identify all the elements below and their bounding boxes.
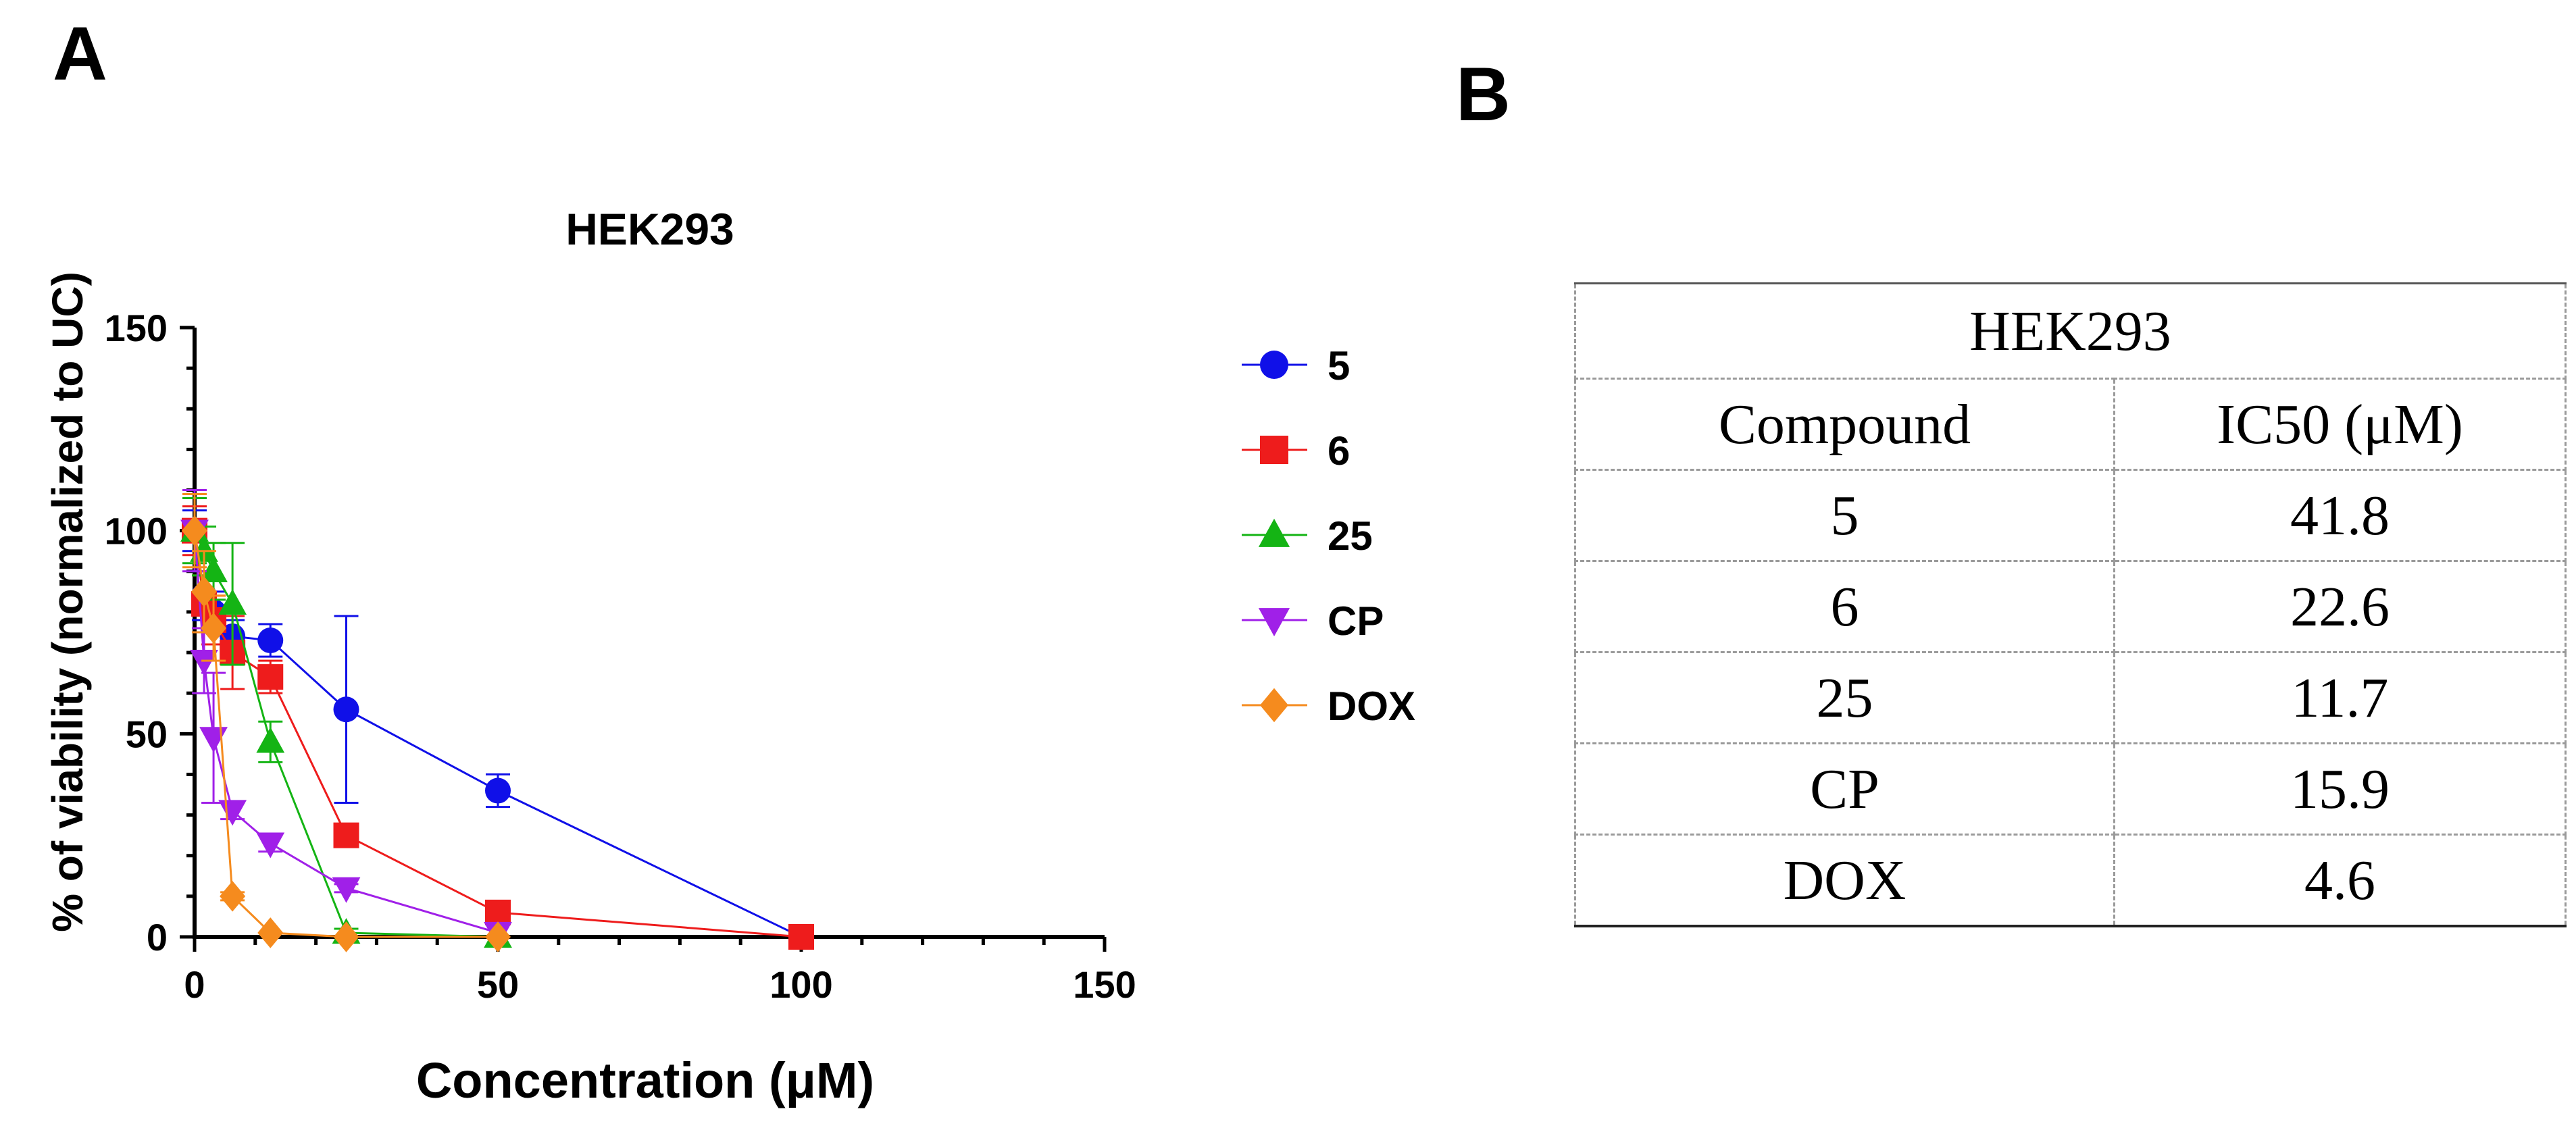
series-5-point: [257, 628, 284, 654]
series-dox-point: [333, 921, 359, 952]
y-tick-label: 0: [147, 916, 168, 958]
cell-compound: CP: [1574, 742, 2115, 836]
series-25-point: [199, 556, 228, 582]
table-row: CP 15.9: [1574, 742, 2567, 836]
series-5-point: [333, 696, 359, 723]
legend-item-5-label: 5: [1328, 343, 1350, 388]
series-5-line: [193, 530, 802, 938]
legend-item-cp: CP: [1242, 598, 1384, 644]
header-compound: Compound: [1574, 378, 2115, 471]
table-row: DOX 4.6: [1574, 834, 2567, 927]
cell-compound: DOX: [1574, 834, 2115, 927]
y-tick-label: 50: [126, 713, 168, 755]
series-cp-point: [332, 877, 361, 903]
legend-item-5: 5: [1242, 343, 1350, 388]
table-header-row: Compound IC50 (μM): [1574, 378, 2567, 471]
series-6-point: [257, 664, 284, 690]
series-dox-point: [220, 881, 246, 912]
y-tick-label: 150: [105, 307, 168, 349]
x-tick-label: 50: [477, 963, 519, 1006]
legend-item-25-label: 25: [1328, 513, 1373, 559]
series-6-point: [485, 899, 511, 925]
chart-title: HEK293: [565, 204, 734, 254]
legend-item-6-label: 6: [1328, 428, 1350, 474]
series-6-point: [788, 924, 814, 950]
cell-compound: 6: [1574, 560, 2115, 653]
legend-item-dox: DOX: [1242, 684, 1415, 729]
series-dox-point: [257, 917, 284, 948]
y-axis-label: % of viability (normalized to UC): [43, 272, 92, 932]
x-tick-label: 100: [769, 963, 832, 1006]
table-title-row: HEK293: [1574, 282, 2567, 380]
chart-legend: 5 6 25 CP DOX: [1242, 343, 1415, 729]
y-tick-label: 100: [105, 510, 168, 553]
legend-item-25-marker: [1258, 518, 1290, 547]
panel-label-a: A: [53, 11, 107, 96]
x-tick-label: 0: [184, 963, 205, 1006]
series-dox-point: [201, 613, 227, 644]
cell-compound: 5: [1574, 469, 2115, 562]
header-ic50: IC50 (μM): [2113, 378, 2567, 471]
legend-item-cp-marker: [1258, 608, 1290, 637]
cell-ic50: 41.8: [2113, 469, 2567, 562]
legend-item-25: 25: [1242, 513, 1373, 559]
legend-item-dox-label: DOX: [1328, 684, 1415, 729]
series-dox: [182, 493, 511, 952]
x-axis-label: Concentration (μM): [416, 1052, 874, 1108]
legend-item-6: 6: [1242, 428, 1350, 474]
legend-item-dox-marker: [1260, 688, 1288, 723]
series-6: [182, 505, 814, 950]
table-title: HEK293: [1574, 282, 2567, 380]
legend-item-5-marker: [1260, 351, 1288, 379]
cell-ic50: 4.6: [2113, 834, 2567, 927]
series-dox-point: [485, 921, 511, 952]
series-6-point: [333, 822, 359, 848]
cell-compound: 25: [1574, 651, 2115, 744]
series-25-point: [218, 589, 247, 615]
series-dox-point: [182, 515, 207, 546]
series-cp-point: [218, 800, 247, 826]
panel-label-b: B: [1456, 52, 1511, 136]
legend-item-cp-label: CP: [1328, 598, 1384, 644]
series-25-point: [256, 727, 285, 753]
series-cp-point: [190, 649, 218, 675]
series-5: [182, 509, 814, 950]
cell-ic50: 22.6: [2113, 560, 2567, 653]
x-tick-label: 150: [1073, 963, 1136, 1006]
table-row: 6 22.6: [1574, 560, 2567, 653]
series-cp-point: [199, 727, 228, 753]
series-cp-point: [256, 832, 285, 859]
series-5-point: [485, 777, 511, 804]
series-dox-point: [191, 576, 218, 607]
table-row: 5 41.8: [1574, 469, 2567, 562]
plot-marks: [180, 489, 814, 952]
ic50-table: HEK293 Compound IC50 (μM) 5 41.8 6 22.6 …: [1574, 282, 2567, 927]
cell-ic50: 11.7: [2113, 651, 2567, 744]
legend-item-6-marker: [1260, 436, 1288, 464]
series-6-line: [193, 530, 802, 938]
cell-ic50: 15.9: [2113, 742, 2567, 836]
table-row: 25 11.7: [1574, 651, 2567, 744]
